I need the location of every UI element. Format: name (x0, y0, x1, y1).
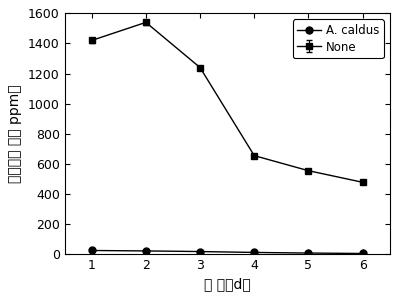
X-axis label: 时 间（d）: 时 间（d） (204, 278, 250, 292)
A. caldus (306, 251, 311, 255)
A. caldus (89, 249, 94, 252)
A. caldus (198, 250, 203, 253)
A. caldus (144, 249, 148, 253)
Y-axis label: 硫化氢浓 度（ ppm）: 硫化氢浓 度（ ppm） (8, 85, 22, 183)
Legend: A. caldus, None: A. caldus, None (293, 19, 384, 58)
A. caldus (360, 252, 365, 255)
A. caldus (252, 250, 257, 254)
Line: A. caldus: A. caldus (88, 247, 366, 257)
